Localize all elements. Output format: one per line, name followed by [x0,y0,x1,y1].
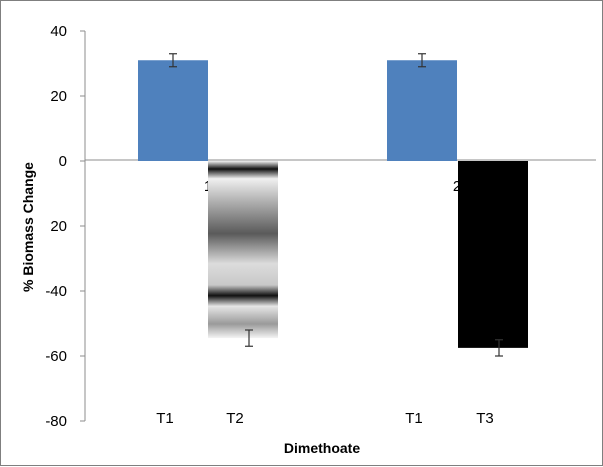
y-tick-label: -80 [45,413,67,430]
bar-1-t1 [138,60,208,161]
treatment-label: T2 [226,410,244,427]
x-axis-title: Dimethoate [284,440,360,456]
treatment-label: T3 [476,410,494,427]
treatment-label: T1 [405,410,423,427]
y-axis-title: % Biomass Change [20,162,36,292]
y-tick-label: -40 [45,283,67,300]
treatment-label: T1 [156,410,174,427]
y-tick-label: 40 [50,23,67,40]
y-tick-label: 20 [50,88,67,105]
y-tick-label: 20 [50,218,67,235]
category-label-2: 2 [453,178,461,195]
y-tick-label: 0 [59,153,67,170]
bar-2-t3 [458,161,528,348]
bar-1-t2 [208,161,278,339]
bar-2-t1 [387,60,457,161]
y-tick-label: -60 [45,348,67,365]
